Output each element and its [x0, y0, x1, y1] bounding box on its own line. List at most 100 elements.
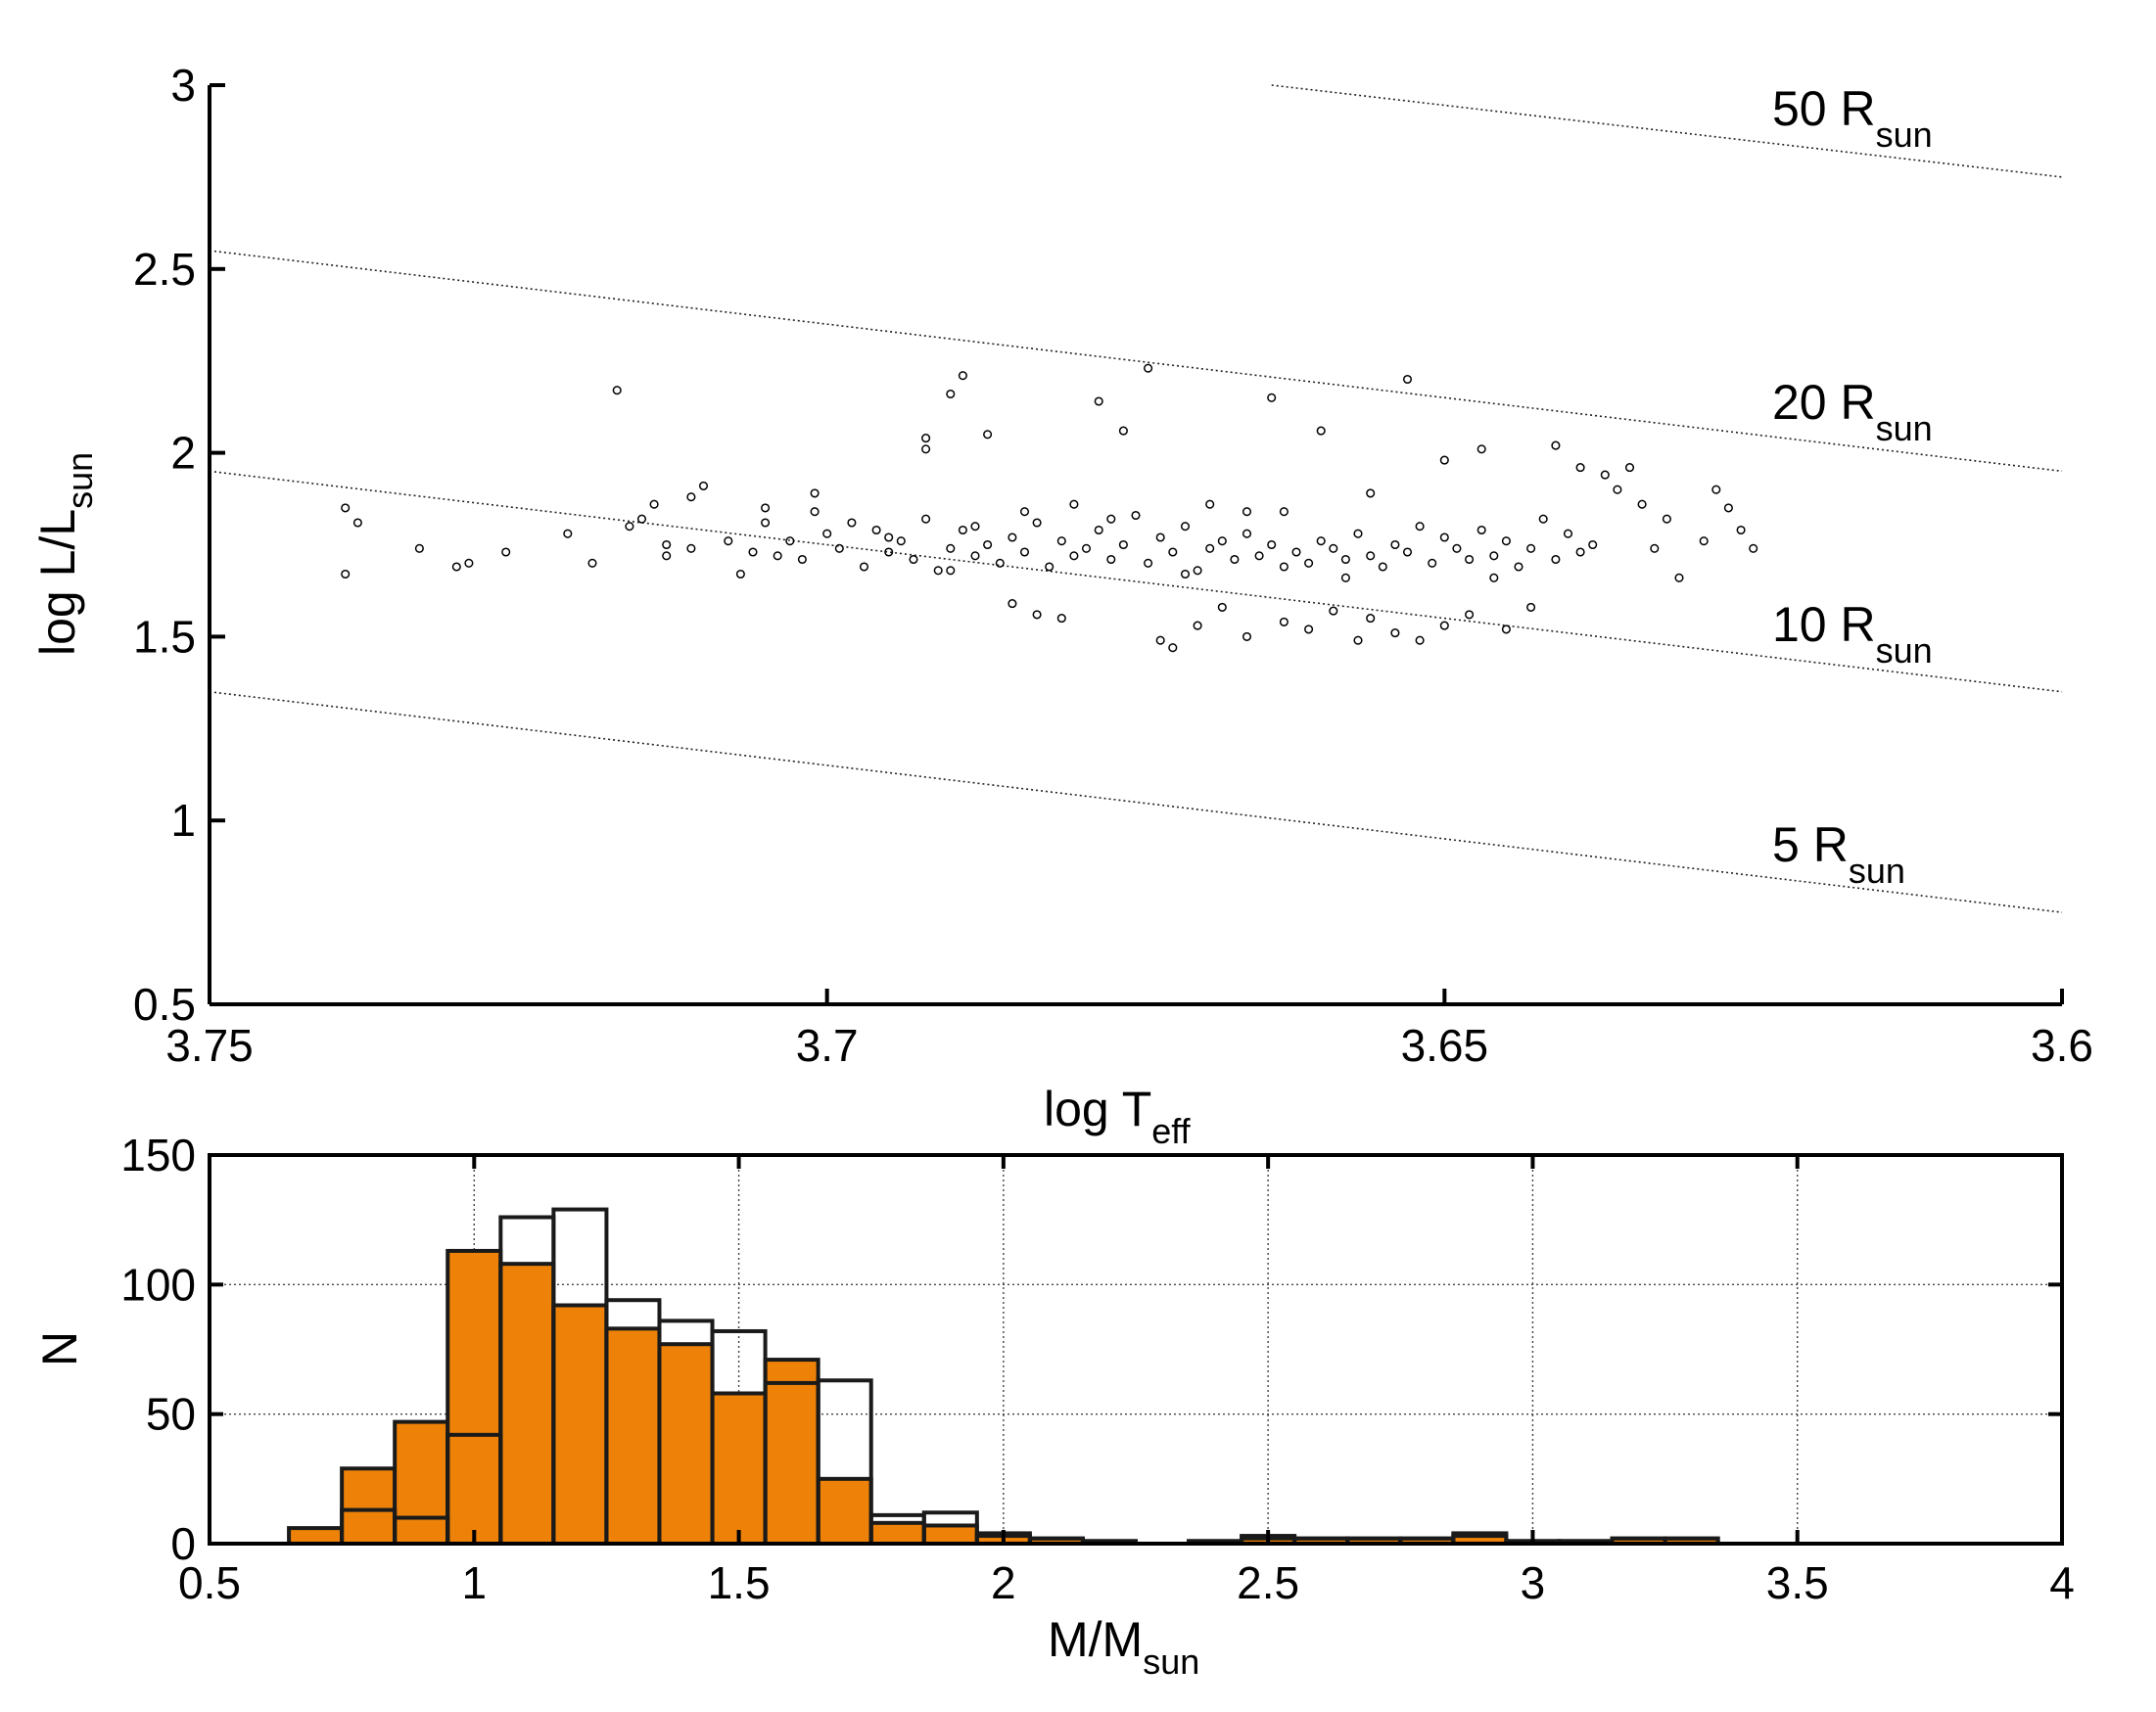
- scatter-point: [1600, 470, 1610, 480]
- scatter-point: [1168, 547, 1178, 557]
- scatter-point: [1353, 529, 1363, 538]
- scatter-point: [341, 503, 351, 513]
- scatter-point: [958, 525, 967, 535]
- scatter-point: [1340, 573, 1350, 582]
- hr-axes: [208, 83, 2064, 1006]
- radius-label: 5 Rsun: [1772, 817, 1905, 891]
- scatter-point: [1415, 635, 1425, 645]
- scatter-point: [1439, 621, 1449, 630]
- scatter-point: [1465, 610, 1475, 620]
- scatter-point: [341, 569, 351, 579]
- scatter-point: [761, 503, 771, 513]
- scatter-point: [1353, 635, 1363, 645]
- scatter-point: [1106, 554, 1116, 565]
- scatter-point: [501, 547, 511, 557]
- histogram-bar-filled: [445, 1248, 503, 1546]
- scatter-point: [1193, 621, 1202, 630]
- histogram-x-tick-label: 2: [991, 1557, 1016, 1608]
- scatter-point: [1452, 543, 1462, 553]
- scatter-point: [1056, 614, 1066, 624]
- hr-x-tick-label: 3.75: [165, 1020, 254, 1071]
- histogram-bar-filled: [551, 1303, 609, 1547]
- scatter-point: [1699, 536, 1709, 546]
- histogram-y-tick-label: 150: [120, 1130, 196, 1180]
- scatter-point: [822, 529, 832, 538]
- scatter-point: [946, 543, 956, 553]
- scatter-point: [1144, 558, 1153, 568]
- scatter-point: [612, 386, 622, 395]
- histogram-y-axis-label: N: [32, 1331, 87, 1366]
- scatter-point: [1551, 554, 1561, 565]
- scatter-point: [1155, 635, 1165, 645]
- scatter-point: [1081, 543, 1092, 553]
- histogram-bar-filled: [710, 1391, 768, 1546]
- scatter-point: [649, 499, 659, 509]
- scatter-point: [1279, 507, 1289, 517]
- scatter-point: [1575, 463, 1585, 473]
- scatter-point: [464, 558, 474, 568]
- scatter-point: [1538, 514, 1548, 524]
- scatter-point: [970, 551, 980, 561]
- scatter-point: [563, 529, 573, 538]
- scatter-point: [1439, 455, 1449, 465]
- scatter-point: [847, 518, 857, 528]
- scatter-point: [871, 525, 881, 535]
- scatter-point: [1501, 536, 1511, 546]
- scatter-point: [1304, 558, 1314, 568]
- histogram-x-tick-label: 0.5: [178, 1557, 241, 1608]
- scatter-point: [1217, 536, 1227, 546]
- scatter-point: [1180, 569, 1191, 579]
- scatter-point: [686, 492, 696, 502]
- scatter-point: [625, 522, 634, 532]
- histogram-axes: [208, 1153, 2064, 1546]
- scatter-point: [1193, 566, 1202, 576]
- hr-diagram-panel: 0.5 1 1.5 2 2.5 3 3.75 3.7 3.65 3.6 5 Rsun 10 Rsun…: [30, 60, 2093, 1151]
- scatter-point: [1279, 562, 1289, 572]
- scatter-point: [1094, 396, 1103, 406]
- hr-y-axis-label: log L/Lsun: [30, 452, 100, 656]
- scatter-point: [1056, 536, 1066, 546]
- scatter-point: [698, 481, 709, 490]
- scatter-point: [1476, 525, 1486, 535]
- histogram-bar-filled: [498, 1262, 556, 1547]
- scatter-point: [1613, 485, 1622, 494]
- scatter-point: [1329, 543, 1338, 553]
- scatter-point: [946, 566, 956, 576]
- radius-label: 50 Rsun: [1772, 81, 1933, 155]
- scatter-point: [1588, 539, 1598, 550]
- scatter-point: [1008, 532, 1017, 542]
- scatter-point: [921, 444, 931, 454]
- scatter-point: [797, 554, 807, 565]
- histogram-x-axis-label: M/Msun: [1048, 1612, 1199, 1682]
- scatter-point: [1563, 529, 1573, 538]
- scatter-point: [1366, 551, 1376, 561]
- scatter-point: [1069, 551, 1079, 561]
- scatter-point: [1106, 514, 1116, 524]
- hr-x-axis-label: log Teff: [1044, 1082, 1192, 1151]
- scatter-point: [1032, 518, 1042, 528]
- scatter-point: [785, 536, 795, 546]
- scatter-point: [1144, 363, 1153, 373]
- scatter-point: [1637, 499, 1647, 509]
- histogram-x-tick-label: 1: [461, 1557, 487, 1608]
- scatter-point: [352, 518, 362, 528]
- scatter-point: [662, 551, 672, 561]
- scatter-point: [995, 558, 1005, 568]
- scatter-point: [1526, 543, 1536, 553]
- scatter-point: [1551, 440, 1561, 450]
- scatter-point: [1118, 426, 1128, 436]
- histogram-bar-filled: [921, 1523, 979, 1547]
- scatter-point: [1711, 485, 1721, 494]
- scatter-point: [1019, 547, 1030, 557]
- scatter-point: [1217, 602, 1227, 612]
- histogram-bars-filled: [287, 1248, 1720, 1547]
- scatter-point: [1267, 539, 1277, 550]
- hr-tick-labels: 0.5 1 1.5 2 2.5 3 3.75 3.7 3.65 3.6: [133, 60, 2093, 1071]
- histogram-x-tick-label: 3.5: [1766, 1557, 1829, 1608]
- histogram-tick-labels: 0 50 100 150 0.5 1 1.5 2 2.5 3 3.5 4: [120, 1130, 2075, 1608]
- scatter-point: [1624, 463, 1635, 473]
- scatter-point: [1402, 547, 1413, 557]
- scatter-point: [1736, 525, 1746, 535]
- scatter-point: [1662, 514, 1671, 524]
- scatter-point: [1316, 426, 1326, 436]
